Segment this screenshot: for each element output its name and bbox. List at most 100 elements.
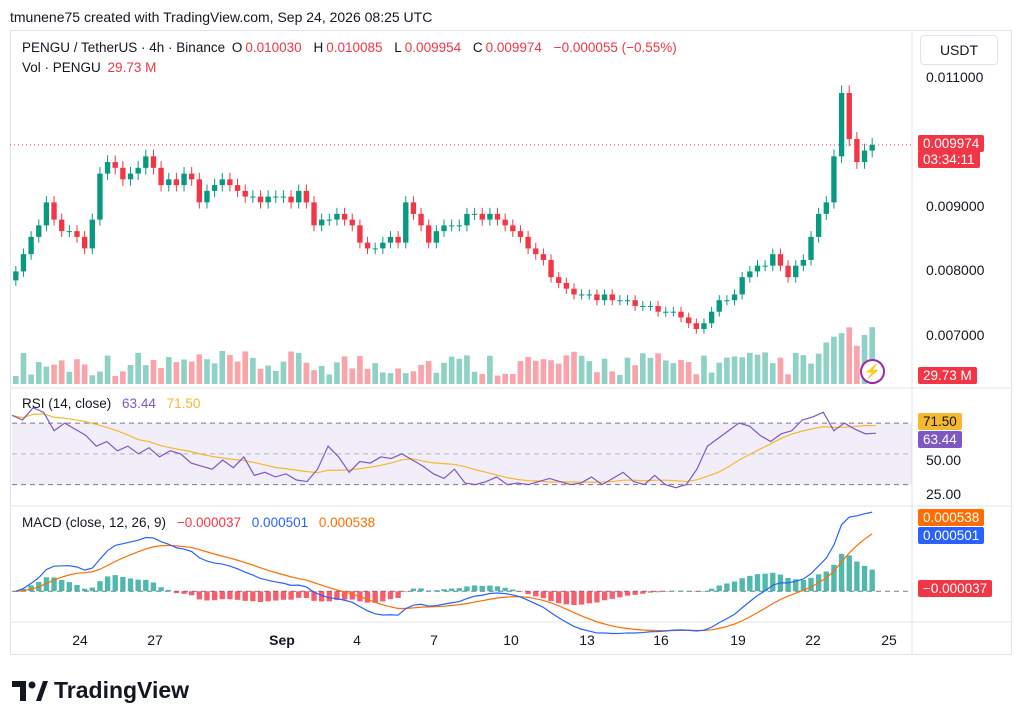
lightning-icon[interactable]: ⚡ [860,359,885,384]
candle-body [66,231,73,233]
macd-line-tag: 0.000501 [918,527,985,544]
macd-signal-tag: 0.000538 [918,509,985,526]
macd-histogram-bar [754,574,761,592]
candle-body [708,311,715,324]
candle-body [135,167,141,174]
macd-histogram-bar [563,591,570,605]
macd-histogram-bar [242,591,248,601]
price-legend: PENGU / TetherUS · 4h · Binance O 0.01003… [22,40,680,55]
macd-histogram-bar [831,564,837,592]
volume-bar [196,354,203,384]
candle-body [563,282,570,289]
symbol-label[interactable]: PENGU / TetherUS · 4h · Binance [22,40,226,55]
candle-body [28,236,34,255]
x-tick-24: 24 [72,632,88,648]
volume-bar [318,365,325,384]
candle-body [433,231,440,243]
candle-body [296,190,302,203]
candle-body [334,213,340,220]
candle-body [418,213,424,226]
volume-bar [89,375,96,384]
volume-bar [869,327,875,384]
candle-body [479,213,485,220]
rsi-ma-tag: 71.50 [918,413,962,430]
price-tick-4: 0.007000 [926,327,985,343]
volume-bar [838,333,845,384]
macd-histogram-bar [800,579,807,592]
candle-body [716,300,722,312]
macd-histogram-bar [640,591,646,594]
chart-frame [10,30,1012,655]
candle-body [387,236,394,243]
macd-histogram-bar [265,591,271,602]
macd-histogram-bar [403,591,409,592]
candle-body [701,323,707,329]
macd-histogram-bar [104,576,111,592]
volume-label[interactable]: Vol · PENGU [22,60,101,75]
x-tick-4: 4 [353,632,361,648]
macd-histogram-bar [846,555,852,592]
high-value: 0.010085 [326,40,383,55]
price-tick-1: 0.011000 [926,69,984,85]
volume-bar [578,355,585,384]
volume-bar [326,374,333,384]
price-tick-2: 0.009000 [926,198,985,214]
candle-body [762,265,768,267]
candle-body [242,190,248,197]
countdown-tag: 03:34:11 [918,151,980,168]
macd-histogram-bar [617,591,623,598]
candle-body [97,173,103,220]
macd-histogram-bar [372,591,378,603]
volume-bar [227,355,233,384]
candle-body [318,219,325,226]
volume-bar [341,356,348,384]
macd-histogram-bar [793,579,799,592]
macd-histogram-bar [448,588,455,592]
macd-histogram-bar [838,553,845,592]
rsi-label[interactable]: RSI (14, close) [22,396,112,411]
candle-body [693,323,699,329]
volume-tag: 29.73 M [918,367,977,384]
candle-body [655,305,661,312]
macd-histogram-bar [433,590,440,592]
macd-pane [12,511,912,635]
volume-bar [678,359,684,384]
macd-histogram-bar [43,577,50,592]
volume-bar [777,357,784,384]
volume-bar [158,367,164,384]
candle-body [372,248,378,250]
macd-histogram-bar [533,591,539,597]
volume-bar [97,371,103,384]
macd-histogram-bar [326,591,332,602]
candle-body [211,185,218,191]
candle-body [81,236,88,249]
candle-body [112,162,118,168]
volume-bar [670,363,677,384]
macd-label[interactable]: MACD (close, 12, 26, 9) [22,515,167,530]
candle-body [250,196,256,198]
macd-histogram-bar [28,585,34,592]
volume-bar [142,365,149,384]
macd-histogram-bar [502,587,508,592]
macd-histogram-bar [311,591,317,601]
volume-bar [685,362,692,384]
candle-body [601,294,608,301]
macd-histogram-bar [578,591,585,605]
candle-body [793,265,799,278]
volume-bar [716,362,723,384]
candle-body [51,202,57,220]
macd-histogram-bar [211,591,218,601]
volume-bar [617,374,623,384]
x-tick-25: 25 [881,632,897,648]
macd-histogram-bar [647,591,654,593]
tradingview-logo[interactable]: TradingView [12,677,189,704]
candle-body [510,225,516,232]
candle-body [471,213,478,215]
macd-histogram-bar [341,591,348,600]
macd-histogram-bar [181,591,187,594]
currency-button[interactable]: USDT [920,35,998,65]
macd-histogram-bar [708,588,715,592]
candle-body [349,219,355,226]
volume-bar [731,356,738,384]
